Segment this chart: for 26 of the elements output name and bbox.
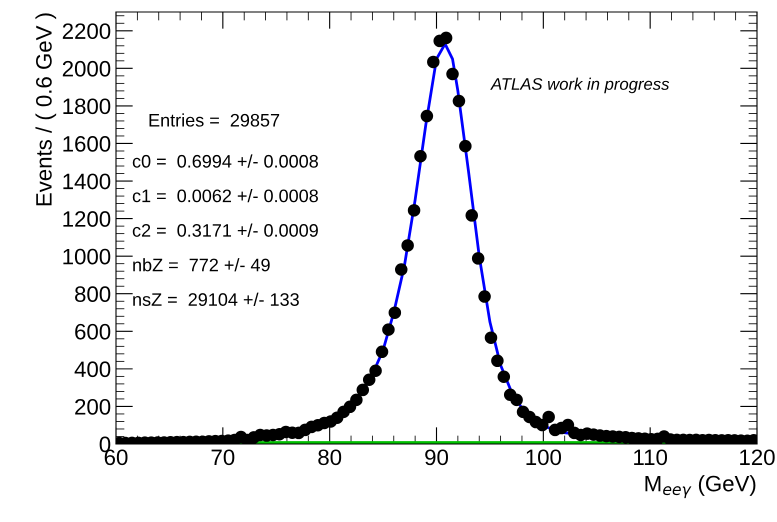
x-tick-label: 120: [740, 449, 775, 466]
y-tick-label: 1000: [63, 248, 110, 264]
annotation: c1 = 0.0062 +/- 0.0008: [132, 188, 318, 202]
y-tick-label: 800: [75, 286, 110, 302]
y-tick-label: 2200: [62, 23, 110, 40]
annotation: Entries = 29857: [150, 113, 280, 127]
y-axis-title: Events / ( 0.6 GeV ): [35, 13, 56, 206]
y-tick-label: 400: [74, 361, 110, 378]
y-tick-label: 1600: [63, 136, 110, 152]
annotation: c2 = 0.3171 +/- 0.0009: [132, 224, 318, 237]
annotation: c0 = 0.6994 +/- 0.0008: [132, 154, 318, 168]
annotation: ATLAS work in progress: [490, 78, 670, 94]
y-tick-label: 1400: [63, 174, 110, 190]
x-tick-label: 70: [212, 449, 234, 466]
annotation: nbZ = 772 +/- 49: [133, 258, 270, 272]
y-tick-label: 2000: [62, 60, 110, 77]
x-tick-label: 90: [425, 449, 448, 466]
x-tick-label: 110: [634, 449, 668, 466]
x-tick-label: 80: [318, 449, 342, 466]
y-tick-label: 200: [75, 398, 110, 415]
y-tick-label: 1200: [63, 211, 110, 227]
y-tick-label: 1800: [63, 98, 110, 114]
x-tick-label: 100: [526, 449, 562, 466]
annotation: nsZ = 29104 +/- 133: [133, 292, 299, 306]
y-tick-label: 600: [75, 324, 110, 340]
x-axis-title: M$_{eeγ}$ (GeV): [645, 475, 756, 498]
